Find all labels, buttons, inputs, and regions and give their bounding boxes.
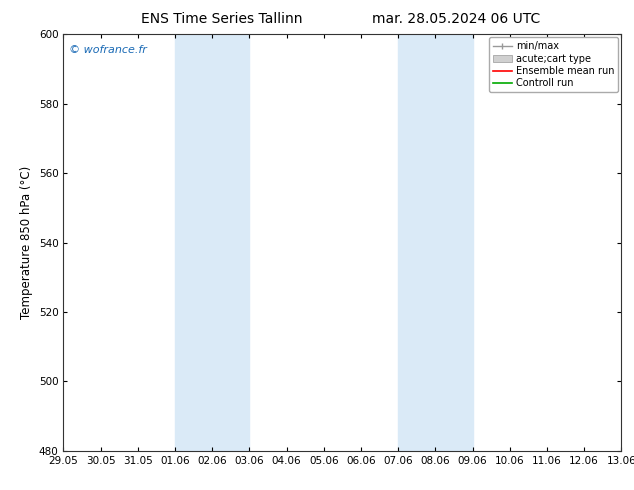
Text: © wofrance.fr: © wofrance.fr (69, 45, 147, 55)
Bar (398, 34, 472, 451)
Bar (175, 34, 249, 451)
Text: mar. 28.05.2024 06 UTC: mar. 28.05.2024 06 UTC (372, 12, 541, 26)
Y-axis label: Temperature 850 hPa (°C): Temperature 850 hPa (°C) (20, 166, 33, 319)
Legend: min/max, acute;cart type, Ensemble mean run, Controll run: min/max, acute;cart type, Ensemble mean … (489, 37, 618, 92)
Text: ENS Time Series Tallinn: ENS Time Series Tallinn (141, 12, 302, 26)
